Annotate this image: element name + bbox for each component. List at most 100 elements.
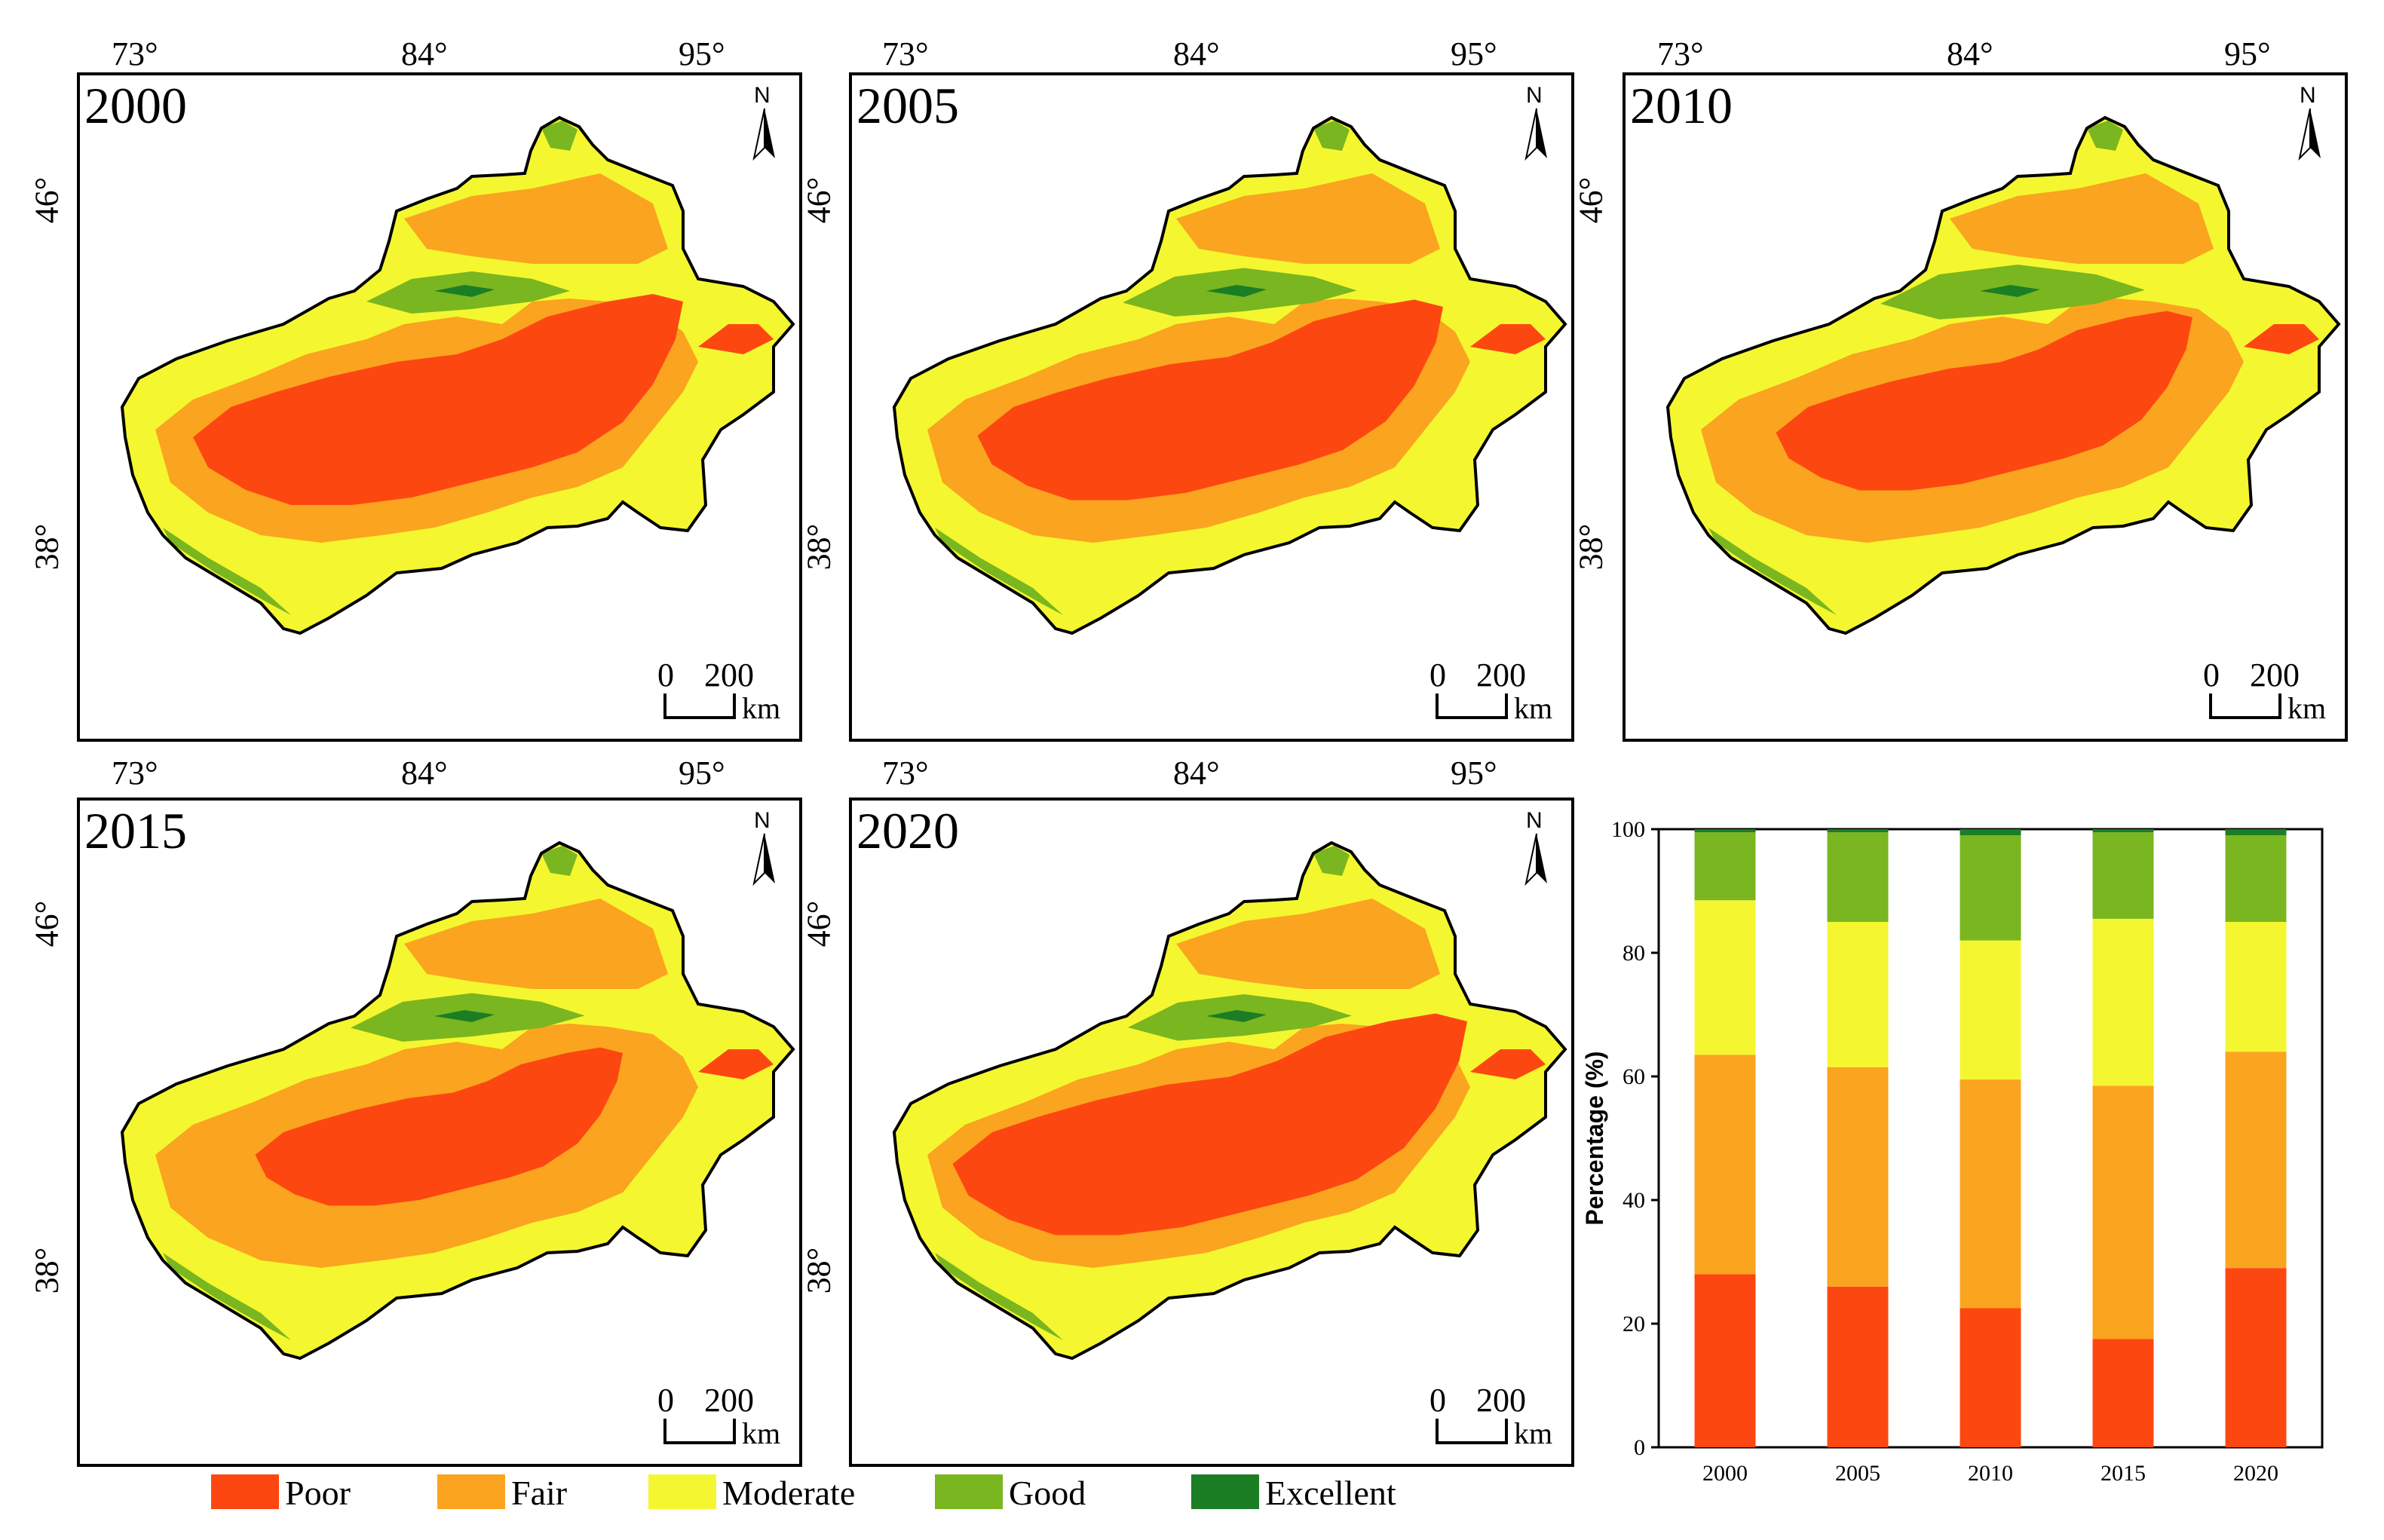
map-panel-2020: 2020 N 0 200 km: [849, 798, 1574, 1467]
map-year-label: 2005: [856, 77, 959, 134]
xinjiang-map: [1665, 115, 2341, 635]
region-boundary: [120, 115, 795, 635]
bar-moderate-2005: [1827, 922, 1889, 1067]
lon-tick-73-mid-2: 73°: [882, 755, 929, 791]
good-region-south: [935, 528, 1063, 615]
scale-zero: 0: [657, 1382, 674, 1419]
y-tick-label: 40: [1623, 1188, 1645, 1213]
lat-tick-38-5: 38°: [800, 1247, 838, 1294]
map-year-label: 2000: [84, 77, 187, 134]
bar-good-2005: [1827, 832, 1889, 922]
lon-tick-95-top-1: 95°: [679, 35, 725, 72]
bar-fair-2010: [1960, 1079, 2021, 1309]
bar-moderate-2015: [2092, 918, 2154, 1086]
scale-bar: 0 200 km: [2203, 656, 2339, 731]
fair-region-north: [1176, 899, 1440, 989]
bar-poor-2020: [2225, 1268, 2287, 1447]
fair-region-north: [1950, 173, 2214, 264]
lon-tick-73-mid-1: 73°: [112, 755, 158, 791]
good-region-north: [1313, 121, 1350, 151]
bar-excellent-2015: [2092, 829, 2154, 833]
legend-label-good: Good: [1009, 1474, 1086, 1512]
scale-zero: 0: [2203, 657, 2220, 693]
y-tick-label: 0: [1634, 1435, 1645, 1460]
region-boundary: [892, 115, 1567, 635]
scale-zero: 0: [1429, 657, 1446, 693]
lon-tick-84-top-2: 84°: [1173, 35, 1220, 72]
scale-bar: 0 200 km: [1429, 656, 1565, 731]
good-region-north: [541, 846, 578, 876]
lat-tick-46-4: 46°: [28, 900, 66, 948]
bar-poor-2000: [1694, 1274, 1756, 1447]
north-arrow-icon: N: [2289, 83, 2331, 166]
bar-poor-2015: [2092, 1339, 2154, 1447]
x-tick-label: 2005: [1835, 1461, 1880, 1486]
north-label: N: [1526, 83, 1543, 108]
lat-tick-46-5: 46°: [800, 900, 838, 948]
map-panel-2005: 2005 N 0 200 km: [849, 72, 1574, 742]
poor-region: [1776, 311, 2192, 491]
scale-unit: km: [742, 691, 781, 725]
excellent-region: [1980, 285, 2040, 297]
xinjiang-map: [120, 115, 795, 635]
bar-fair-2020: [2225, 1052, 2287, 1269]
good-region-north: [2087, 121, 2123, 151]
north-label: N: [2300, 83, 2316, 108]
lon-tick-95-mid-2: 95°: [1451, 755, 1497, 791]
x-tick-label: 2020: [2233, 1461, 2278, 1486]
bar-excellent-2010: [1960, 829, 2021, 836]
scale-value: 200: [1476, 657, 1526, 693]
scale-bar-line: [663, 693, 736, 719]
bar-poor-2005: [1827, 1286, 1889, 1447]
north-arrow-icon: N: [1515, 808, 1558, 891]
bar-poor-2010: [1960, 1308, 2021, 1447]
poor-region-east: [698, 1049, 774, 1079]
legend-label-excellent: Excellent: [1265, 1474, 1396, 1512]
lat-tick-38-1: 38°: [28, 523, 66, 571]
legend-label-poor: Poor: [285, 1474, 351, 1512]
legend-swatch-good: [935, 1474, 1003, 1509]
lat-tick-38-3: 38°: [1572, 523, 1610, 571]
scale-value: 200: [1476, 1382, 1526, 1419]
scale-unit: km: [742, 1416, 781, 1450]
lon-tick-84-top-1: 84°: [401, 35, 448, 72]
bar-fair-2000: [1694, 1055, 1756, 1275]
north-label: N: [754, 83, 771, 108]
scale-value: 200: [704, 657, 754, 693]
map-year-label: 2010: [1630, 77, 1733, 134]
xinjiang-map: [120, 840, 795, 1361]
y-tick-label: 60: [1623, 1064, 1645, 1089]
xinjiang-map: [892, 115, 1567, 635]
fair-region-north: [404, 899, 668, 989]
scale-bar: 0 200 km: [657, 656, 793, 731]
y-tick-label: 20: [1623, 1312, 1645, 1336]
excellent-region: [434, 1010, 495, 1022]
map-year-label: 2020: [856, 802, 959, 859]
lon-tick-95-mid-1: 95°: [679, 755, 725, 791]
bar-moderate-2010: [1960, 940, 2021, 1080]
lon-tick-73-top-1: 73°: [112, 35, 158, 72]
poor-region-east: [698, 324, 774, 354]
bar-moderate-2000: [1694, 900, 1756, 1055]
poor-region: [193, 294, 683, 505]
poor-region: [952, 1013, 1467, 1235]
lat-tick-46-3: 46°: [1572, 176, 1610, 224]
bar-good-2000: [1694, 832, 1756, 901]
poor-region-east: [2244, 324, 2319, 354]
poor-region: [977, 299, 1443, 501]
x-tick-label: 2015: [2101, 1461, 2146, 1486]
legend-swatch-poor: [211, 1474, 279, 1509]
poor-region-east: [1470, 324, 1546, 354]
legend-swatch-fair: [437, 1474, 505, 1509]
north-label: N: [754, 808, 771, 833]
excellent-region: [434, 285, 495, 297]
region-boundary: [892, 840, 1567, 1361]
poor-region-east: [1470, 1049, 1546, 1079]
x-tick-label: 2000: [1702, 1461, 1748, 1486]
north-arrow-icon: N: [743, 808, 786, 891]
lon-tick-84-top-3: 84°: [1947, 35, 1993, 72]
good-region-north: [1313, 846, 1350, 876]
bar-excellent-2000: [1694, 829, 1756, 833]
lon-tick-84-mid-2: 84°: [1173, 755, 1220, 791]
lon-tick-95-top-3: 95°: [2224, 35, 2271, 72]
